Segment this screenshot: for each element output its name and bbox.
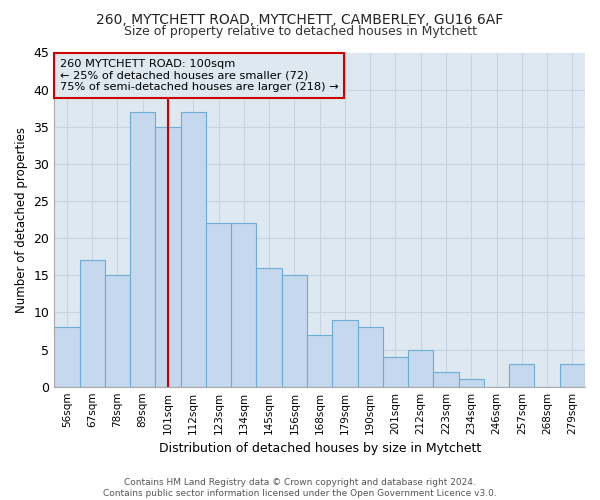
Text: Contains HM Land Registry data © Crown copyright and database right 2024.
Contai: Contains HM Land Registry data © Crown c… bbox=[103, 478, 497, 498]
Bar bbox=[181, 112, 206, 386]
Bar bbox=[231, 224, 256, 386]
Bar bbox=[408, 350, 433, 387]
Bar bbox=[358, 328, 383, 386]
Bar bbox=[433, 372, 458, 386]
Y-axis label: Number of detached properties: Number of detached properties bbox=[15, 126, 28, 312]
Text: Size of property relative to detached houses in Mytchett: Size of property relative to detached ho… bbox=[124, 25, 476, 38]
Bar bbox=[332, 320, 358, 386]
Bar bbox=[256, 268, 282, 386]
Bar bbox=[54, 328, 80, 386]
Bar bbox=[282, 276, 307, 386]
Bar bbox=[458, 380, 484, 386]
Text: 260, MYTCHETT ROAD, MYTCHETT, CAMBERLEY, GU16 6AF: 260, MYTCHETT ROAD, MYTCHETT, CAMBERLEY,… bbox=[97, 12, 503, 26]
Bar bbox=[509, 364, 535, 386]
Bar bbox=[383, 357, 408, 386]
Text: 260 MYTCHETT ROAD: 100sqm
← 25% of detached houses are smaller (72)
75% of semi-: 260 MYTCHETT ROAD: 100sqm ← 25% of detac… bbox=[59, 59, 338, 92]
Bar bbox=[105, 276, 130, 386]
Bar bbox=[130, 112, 155, 386]
Bar bbox=[155, 127, 181, 386]
Bar bbox=[307, 334, 332, 386]
Bar bbox=[560, 364, 585, 386]
X-axis label: Distribution of detached houses by size in Mytchett: Distribution of detached houses by size … bbox=[158, 442, 481, 455]
Bar bbox=[206, 224, 231, 386]
Bar bbox=[80, 260, 105, 386]
